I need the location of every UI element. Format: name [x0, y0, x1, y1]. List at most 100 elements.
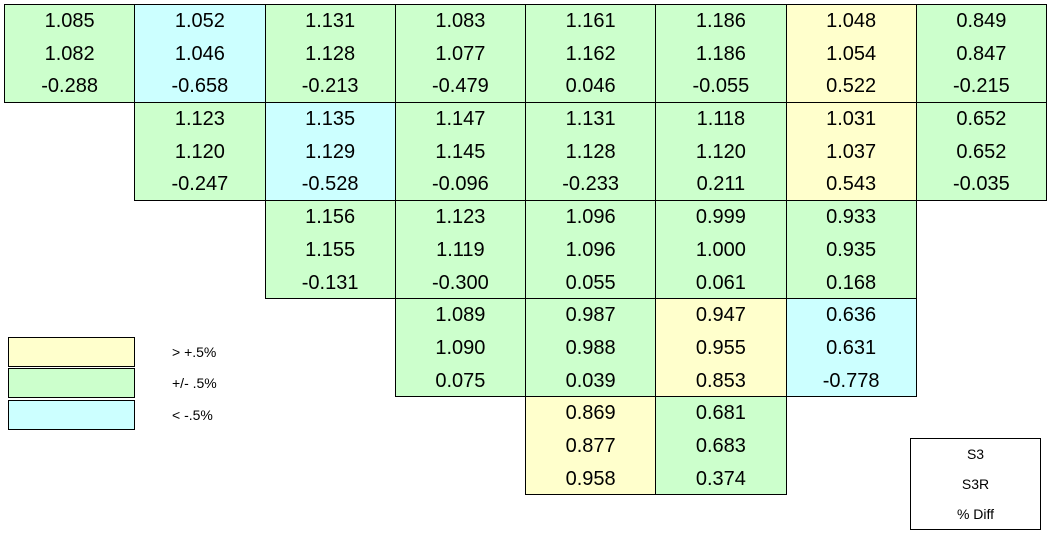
cell-value: 1.120: [174, 140, 225, 163]
table-cell: 1.031 1.037 0.543: [785, 102, 917, 202]
cell-value: 0.681: [695, 402, 746, 425]
legend-label: +/- .5%: [172, 375, 217, 391]
cell-value: 0.853: [695, 369, 746, 392]
cell-value: 1.123: [435, 206, 486, 229]
cell-value: -0.215: [953, 75, 1010, 98]
cell-value: 1.155: [305, 238, 356, 261]
cell-value: 0.631: [826, 336, 877, 359]
legend-swatch: [8, 400, 135, 430]
cell-value: -0.213: [301, 75, 359, 98]
cell-value: -0.096: [432, 173, 489, 196]
cell-value: -0.658: [171, 75, 229, 98]
cell-value: 0.211: [696, 173, 746, 196]
cell-value: -0.055: [692, 75, 750, 98]
cell-value: 1.083: [435, 10, 486, 32]
table-cell: 1.123 1.120 -0.247: [134, 102, 266, 202]
cell-value: 1.135: [305, 108, 356, 131]
cell-value: 1.128: [305, 42, 356, 65]
cell-value: 1.082: [44, 42, 95, 65]
table-cell: 1.096 1.096 0.055: [525, 200, 657, 300]
cell-value: 1.145: [435, 140, 486, 163]
cell-value: 0.847: [956, 42, 1007, 65]
cell-value: 0.522: [826, 75, 877, 98]
table-cell: 0.652 0.652 -0.035: [915, 102, 1047, 202]
table-cell: 0.636 0.631 -0.778: [785, 298, 917, 398]
cell-value: 0.046: [565, 75, 616, 98]
cell-value: 1.147: [435, 108, 486, 131]
legend-swatch: [8, 368, 135, 398]
cell-value: 1.128: [565, 140, 616, 163]
table-cell: 1.123 1.119 -0.300: [394, 200, 526, 300]
cell-value: 0.652: [956, 140, 1007, 163]
cell-value: 0.947: [695, 304, 746, 327]
cell-value: -0.288: [41, 75, 98, 98]
table-cell: 1.131 1.128 -0.233: [525, 102, 657, 202]
cell-value: 1.000: [695, 238, 746, 261]
cell-value: 1.037: [826, 140, 877, 163]
cell-value: -0.528: [301, 173, 359, 196]
table-cell: 1.118 1.120 0.211: [655, 102, 787, 202]
key-box: S3 S3R % Diff: [910, 438, 1041, 530]
cell-value: 1.129: [305, 140, 356, 163]
table-cell: 1.186 1.186 -0.055: [655, 4, 787, 104]
cell-value: -0.247: [171, 173, 229, 196]
cell-value: 0.869: [565, 402, 616, 425]
cell-value: -0.479: [432, 75, 489, 98]
cell-value: 1.096: [565, 206, 616, 229]
legend-swatch: [8, 337, 135, 367]
cell-value: 0.061: [695, 271, 746, 294]
table-cell: 0.999 1.000 0.061: [655, 200, 787, 300]
key-label: S3R: [961, 476, 990, 492]
table-cell: 1.161 1.162 0.046: [525, 4, 657, 104]
cell-value: 1.156: [305, 206, 356, 229]
cell-value: -0.778: [822, 369, 880, 392]
cell-value: 1.123: [174, 108, 225, 131]
table-cell: 1.083 1.077 -0.479: [394, 4, 526, 104]
table-cell: 1.085 1.082 -0.288: [4, 4, 136, 104]
cell-value: 1.054: [826, 42, 877, 65]
table-cell: 0.869 0.877 0.958: [525, 396, 657, 496]
cell-value: 1.052: [174, 10, 225, 32]
cell-value: 1.131: [305, 10, 356, 32]
cell-value: 0.955: [695, 336, 746, 359]
table-cell: 0.947 0.955 0.853: [655, 298, 787, 398]
cell-value: 0.543: [826, 173, 877, 196]
cell-value: 0.958: [565, 467, 616, 490]
cell-value: 1.046: [174, 42, 225, 65]
table-cell: 0.987 0.988 0.039: [525, 298, 657, 398]
table-cell: 1.156 1.155 -0.131: [264, 200, 396, 300]
cell-value: -0.131: [301, 271, 359, 294]
cell-value: 0.988: [565, 336, 616, 359]
cell-value: 1.090: [435, 336, 486, 359]
key-label: % Diff: [956, 506, 995, 522]
table-cell: 1.048 1.054 0.522: [785, 4, 917, 104]
cell-value: 0.987: [565, 304, 616, 327]
legend-label: < -.5%: [172, 407, 213, 423]
cell-value: 0.935: [826, 238, 877, 261]
cell-value: 1.186: [695, 42, 746, 65]
cell-value: -0.300: [432, 271, 489, 294]
legend-label: > +.5%: [172, 344, 217, 360]
table-cell: 1.147 1.145 -0.096: [394, 102, 526, 202]
cell-value: 1.119: [436, 238, 485, 261]
cell-value: 1.118: [696, 108, 746, 131]
table-cell: 0.849 0.847 -0.215: [915, 4, 1047, 104]
table-cell: 0.933 0.935 0.168: [785, 200, 917, 300]
cell-value: 0.168: [826, 271, 877, 294]
cell-value: 1.120: [695, 140, 746, 163]
cell-value: -0.233: [562, 173, 619, 196]
cell-value: 0.877: [565, 435, 616, 458]
table-cell: 1.052 1.046 -0.658: [134, 4, 266, 104]
cell-value: 1.048: [826, 10, 877, 32]
cell-value: 1.031: [826, 108, 877, 131]
cell-value: 0.933: [826, 206, 877, 229]
cell-value: 1.085: [44, 10, 95, 32]
cell-value: 0.636: [826, 304, 877, 327]
cell-value: -0.035: [953, 173, 1010, 196]
cell-value: 1.161: [565, 10, 616, 32]
cell-value: 0.075: [435, 369, 486, 392]
cell-value: 1.162: [565, 42, 616, 65]
cell-value: 0.849: [956, 10, 1007, 32]
cell-value: 0.652: [956, 108, 1007, 131]
